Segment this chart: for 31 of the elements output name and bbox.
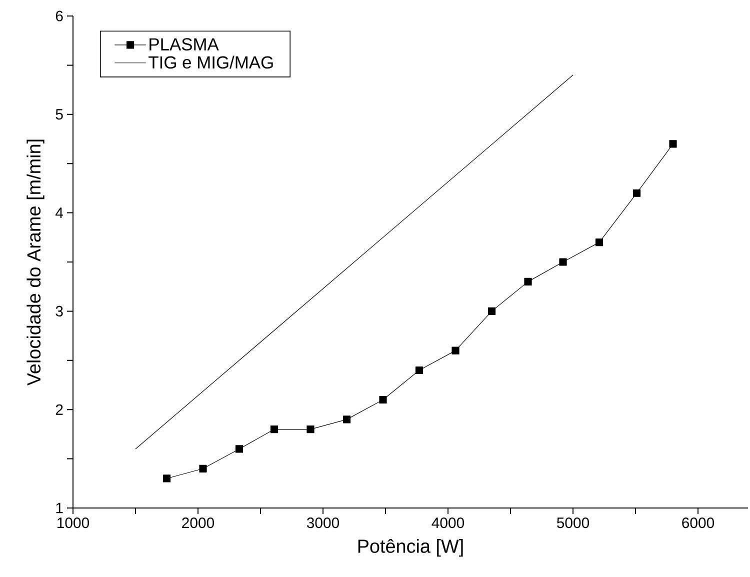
y-tick-label: 5 (56, 109, 63, 120)
point (342, 416, 351, 424)
point (452, 346, 460, 354)
point (632, 189, 641, 197)
y-axis-title: Velocidade do Arame [m/min] (26, 140, 44, 386)
point (524, 278, 532, 286)
point (415, 366, 424, 374)
point (306, 425, 314, 434)
y-tick-label: 3 (56, 306, 63, 316)
y-tick-label: 2 (56, 404, 63, 415)
point (235, 445, 244, 453)
x-tick-label: 6000 (682, 518, 714, 528)
x-axis-title: Potência [W] (358, 538, 463, 557)
point (488, 307, 496, 315)
y-tick-label: 1 (56, 502, 63, 514)
legend-label: PLASMA (150, 38, 219, 50)
x-tick-label: 4000 (432, 518, 464, 528)
point (162, 474, 171, 482)
point (669, 140, 677, 148)
y-tick-label: 4 (56, 208, 64, 218)
x-tick-label: 2000 (182, 518, 214, 528)
point (270, 425, 278, 434)
y-tick-label: 6 (56, 10, 63, 22)
x-tick-label: 5000 (556, 518, 590, 528)
point (559, 258, 567, 266)
x-tick-label: 1000 (58, 518, 90, 528)
point (199, 464, 207, 472)
point (379, 396, 387, 404)
x-tick-label: 3000 (306, 518, 340, 528)
legend-label: TIG e MIG/MAG (148, 56, 273, 69)
point (595, 238, 604, 246)
